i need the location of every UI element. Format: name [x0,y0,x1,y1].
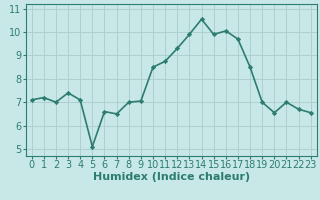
X-axis label: Humidex (Indice chaleur): Humidex (Indice chaleur) [92,172,250,182]
